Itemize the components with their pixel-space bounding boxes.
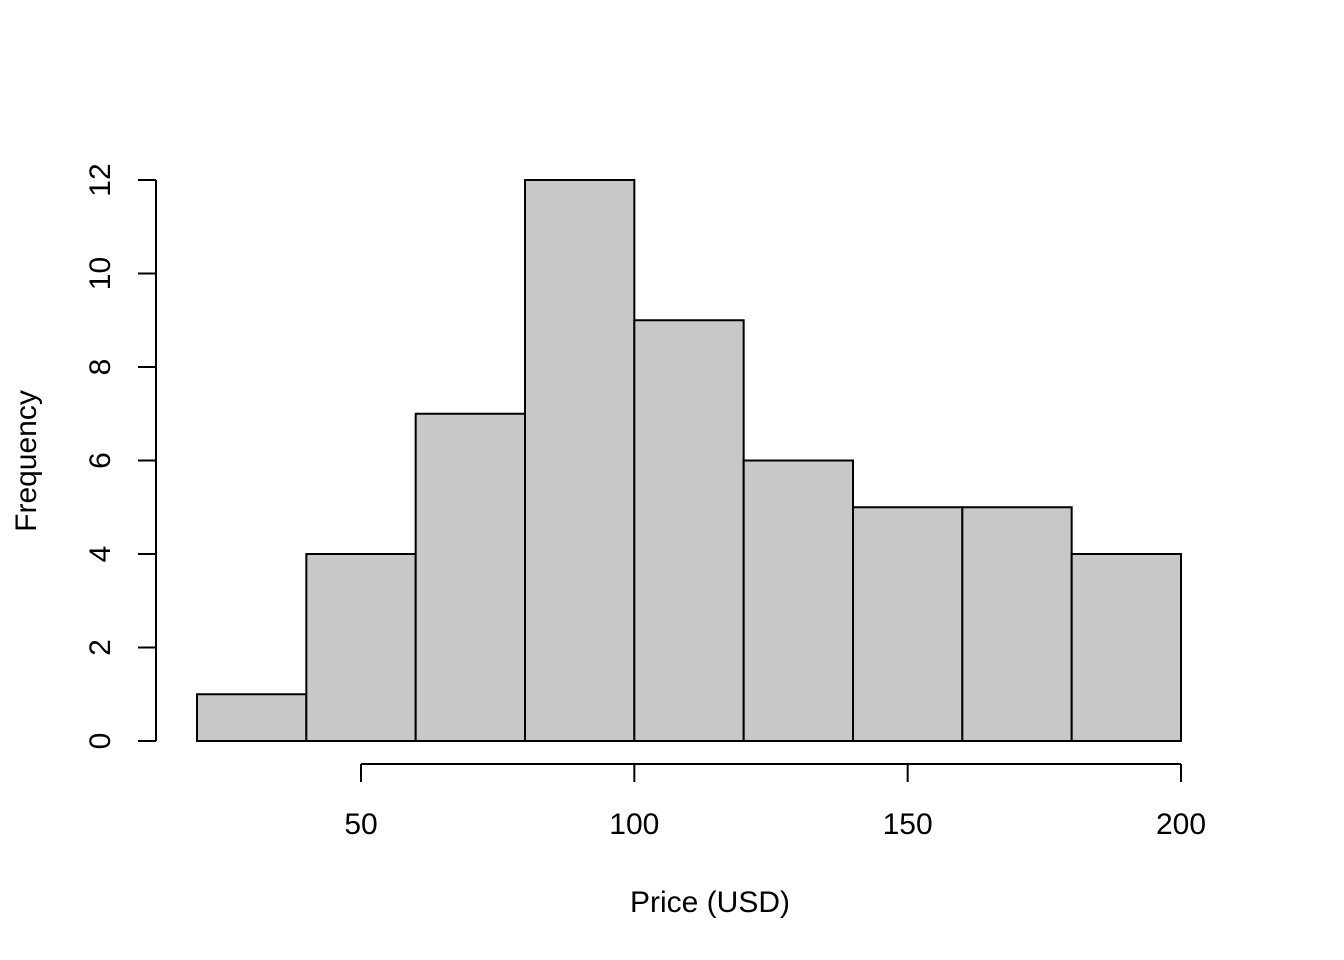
x-tick-label: 150 <box>883 808 933 841</box>
y-tick-label: 10 <box>84 257 117 290</box>
histogram-bars <box>196 179 1182 742</box>
histogram-bar <box>742 459 855 742</box>
histogram-bar <box>852 506 964 742</box>
y-axis-label: Frequency <box>10 390 43 532</box>
y-tick-label: 4 <box>84 546 117 563</box>
x-tick-label: 200 <box>1156 808 1206 841</box>
x-axis-label: Price (USD) <box>630 886 790 919</box>
histogram-bar <box>961 506 1073 742</box>
histogram-bar <box>196 693 308 742</box>
y-tick-label: 2 <box>84 639 117 656</box>
histogram-bar <box>524 179 636 742</box>
histogram-bar <box>305 553 417 742</box>
x-tick-label: 100 <box>609 808 659 841</box>
x-tick-label: 50 <box>344 808 377 841</box>
y-tick-label: 8 <box>84 359 117 376</box>
y-axis: 0 2 4 6 8 10 12 <box>84 163 157 750</box>
y-tick-label: 0 <box>84 733 117 750</box>
histogram-bar <box>1070 553 1182 742</box>
y-tick-label: 6 <box>84 452 117 469</box>
histogram-bar <box>414 412 526 742</box>
x-axis: 50 100 150 200 <box>344 763 1206 841</box>
y-tick-label: 12 <box>84 163 117 196</box>
histogram-bar <box>633 319 745 742</box>
